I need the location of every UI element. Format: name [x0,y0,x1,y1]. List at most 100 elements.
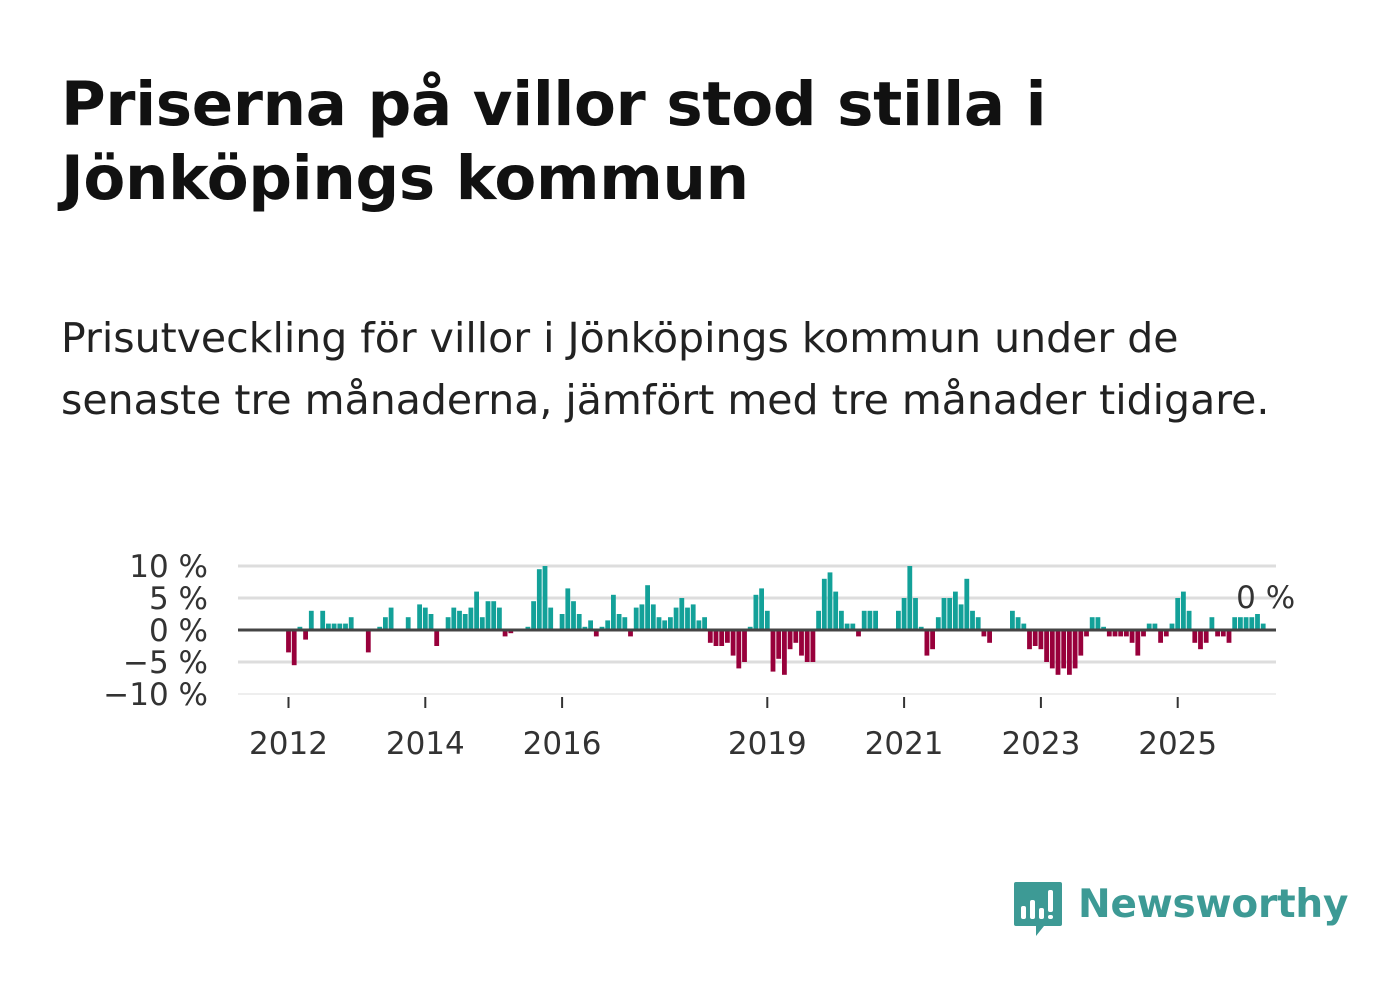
bar [975,617,981,630]
y-tick-label: 10 % [129,549,208,585]
bar [850,623,856,630]
bar [474,591,479,630]
bar [531,601,536,630]
x-tick-label: 2021 [865,726,944,762]
bar [1010,610,1015,630]
bar [924,630,930,656]
bar [673,607,679,630]
bar [343,623,348,630]
bar [1067,630,1072,675]
bar [1044,630,1049,662]
y-tick-label: 0 % [149,613,208,649]
bar [331,623,337,630]
bar [542,566,548,630]
x-tick-label: 2016 [523,726,602,762]
bar [650,604,656,630]
bar [1203,630,1209,643]
bar [896,610,901,630]
newsworthy-logo-text: Newsworthy [1078,882,1349,927]
bar [337,623,343,630]
chart-subtitle: Prisutveckling för villor i Jönköpings k… [61,314,1270,424]
bar [970,610,975,630]
bar [588,620,593,630]
bar [736,630,742,669]
bar [451,607,457,630]
bar [1158,630,1163,643]
bar [457,610,462,630]
bar [1226,630,1232,643]
bar [1129,630,1135,643]
y-tick-label: −10 % [103,677,208,713]
bar [462,614,468,630]
bar [719,630,725,646]
bar [810,630,816,662]
bar [508,630,514,634]
bar [422,607,428,630]
bar [308,610,314,630]
bar [742,630,747,662]
chart-title: Priserna på villor stod stilla i Jönköpi… [61,69,1047,214]
bar [1186,610,1192,630]
bar [1089,617,1095,630]
y-axis-labels: 10 %5 %0 %−5 %−10 % [103,549,208,713]
bar [918,626,924,630]
bar [297,626,303,630]
bar [816,610,821,630]
bar [1232,617,1238,630]
bar [1106,630,1112,637]
bar [1095,617,1101,630]
bar [1146,623,1152,630]
bar [662,620,668,630]
bar [981,630,987,637]
bar [1243,617,1249,630]
bar [1163,630,1169,637]
bar [1169,623,1175,630]
bar [1078,630,1084,656]
bar [365,630,371,653]
bar [958,604,964,630]
bar [599,626,605,630]
bar [867,610,873,630]
x-tick-label: 2019 [728,726,807,762]
bar [1141,630,1146,637]
bar [633,607,639,630]
bar [348,617,354,630]
bar [548,607,554,630]
bar [565,588,571,630]
bar [388,607,394,630]
bar [417,604,422,630]
bar [770,630,776,672]
bar [497,607,502,630]
bar [839,610,844,630]
bar [479,617,485,630]
bar [1124,630,1129,637]
bar [286,630,291,653]
bar [616,614,622,630]
bar [611,594,616,630]
bar [713,630,719,646]
bar [947,598,953,630]
bar [759,588,764,630]
bar [725,630,730,643]
bar [1192,630,1198,643]
bar [1209,617,1215,630]
bar [1238,617,1243,630]
bar [907,566,913,630]
bar [861,610,867,630]
bar [787,630,793,650]
bar [1049,630,1055,669]
bar [1118,630,1124,637]
bar [1215,630,1220,637]
bar [571,601,576,630]
bar [559,614,565,630]
bar [1021,623,1027,630]
last-value-label: 0 % [1236,580,1295,616]
bar [1181,591,1186,630]
bar [799,630,804,656]
bar [856,630,861,637]
bar [690,604,696,630]
bar [987,630,992,643]
bar [1260,623,1266,630]
bar [536,569,542,630]
bar [582,626,588,630]
